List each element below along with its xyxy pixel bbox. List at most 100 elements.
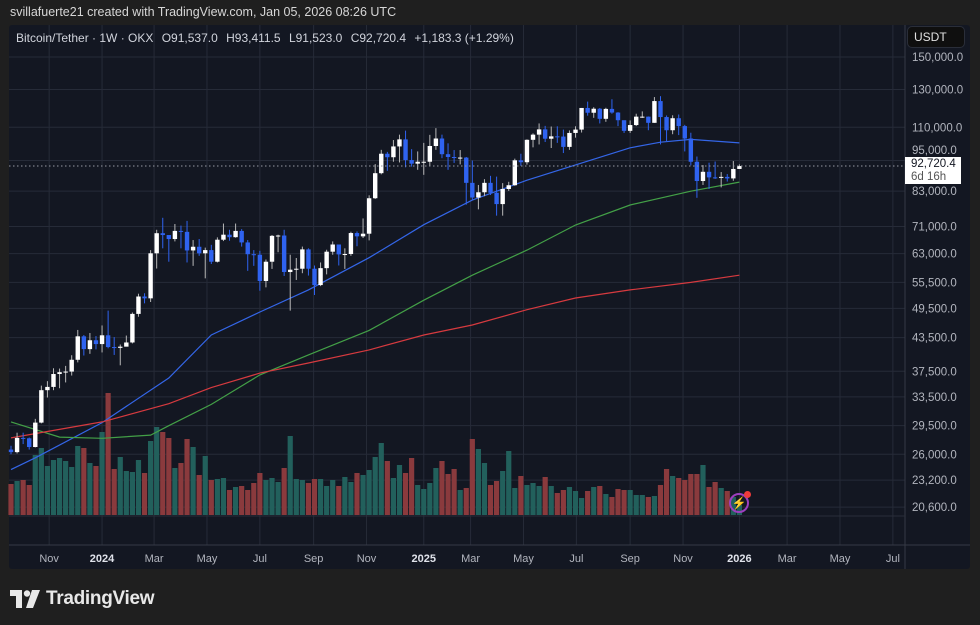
volume-bar — [603, 494, 609, 515]
candle — [312, 265, 317, 295]
volume-bar — [354, 473, 360, 515]
candle-body — [646, 116, 651, 123]
volume-bar — [154, 427, 160, 515]
candle-body — [93, 340, 99, 345]
candle — [664, 115, 669, 142]
candle-body — [366, 198, 372, 234]
volume-bar — [645, 497, 651, 515]
tradingview-logo[interactable]: TradingView — [10, 588, 155, 610]
price-tick-label: 37,500.0 — [912, 366, 957, 378]
volume-bar — [93, 466, 99, 515]
notification-dot — [744, 491, 751, 498]
symbol-label[interactable]: Bitcoin/Tether · 1W · OKX — [16, 31, 154, 45]
candle — [731, 161, 736, 181]
volume-bar — [384, 461, 390, 515]
candle — [221, 223, 226, 242]
candle — [269, 235, 275, 269]
price-tick-label: 71,000.0 — [912, 222, 957, 234]
price-tick-label: 63,000.0 — [912, 249, 957, 261]
volume-bar — [63, 461, 69, 515]
candle — [640, 111, 645, 118]
candle-body — [457, 157, 463, 159]
volume-bar — [257, 473, 263, 515]
candle — [196, 239, 202, 256]
candle — [403, 130, 408, 168]
candle — [524, 139, 530, 165]
volume-bar — [56, 458, 63, 515]
volume-bar — [663, 469, 670, 515]
volume-bar — [712, 482, 718, 515]
candle-body — [172, 230, 178, 240]
candle — [51, 368, 56, 391]
candle — [124, 335, 129, 347]
time-tick-label: Mar — [778, 553, 797, 565]
high-value: H93,411.5 — [226, 31, 281, 45]
candle — [518, 153, 524, 166]
time-tick-label: Nov — [39, 553, 59, 565]
candle-body — [549, 136, 554, 139]
candle-body — [421, 161, 426, 163]
currency-button[interactable]: USDT — [907, 26, 965, 48]
candle — [57, 368, 62, 389]
volume-bar — [287, 436, 293, 515]
volume-bar — [572, 491, 579, 515]
candle-body — [555, 136, 560, 138]
volume-bar — [117, 457, 123, 515]
volume-bar — [615, 489, 621, 515]
candle-body — [488, 182, 493, 193]
candle-body — [500, 188, 505, 205]
candle — [348, 231, 354, 256]
volume-bar — [214, 479, 220, 515]
volume-bar — [372, 457, 378, 515]
candle-body — [682, 126, 687, 139]
volume-bar — [463, 488, 469, 515]
candle-body — [63, 371, 68, 373]
volume-bar — [275, 482, 281, 515]
volume-bar — [445, 474, 451, 515]
candle — [706, 162, 712, 189]
candle — [93, 336, 99, 350]
volume-bar — [390, 478, 397, 515]
volume-bar — [421, 489, 427, 515]
volume-bar — [226, 490, 233, 515]
candle — [166, 235, 172, 262]
volume-bar — [609, 497, 615, 515]
volume-bar — [585, 491, 591, 515]
volume-bar — [566, 487, 573, 515]
lightning-icon[interactable]: ⚡ — [729, 491, 751, 513]
candle-body — [591, 108, 596, 113]
candle — [233, 223, 238, 238]
candle — [676, 114, 681, 136]
candle-body — [51, 374, 56, 387]
moving-average-green — [10, 181, 740, 439]
candle-body — [275, 235, 281, 237]
candle — [712, 161, 718, 179]
candle-body — [427, 145, 433, 162]
volume-bar — [670, 476, 676, 515]
volume-bar — [481, 463, 488, 515]
candle — [682, 124, 687, 152]
candle-body — [585, 107, 590, 113]
volume-bar — [718, 488, 724, 515]
candle — [561, 129, 566, 154]
candle — [652, 97, 657, 123]
candle-body — [342, 254, 348, 256]
volume-bar — [111, 469, 117, 515]
candle — [694, 156, 700, 198]
price-tick-label: 20,600.0 — [912, 502, 957, 514]
candle — [373, 164, 378, 199]
candle-body — [142, 296, 147, 299]
candle-body — [725, 176, 730, 179]
candle — [609, 99, 615, 114]
candle-body — [318, 268, 323, 286]
candle — [203, 247, 208, 279]
volume-bar — [639, 495, 645, 515]
volume-bar — [348, 482, 354, 515]
time-tick-label: Nov — [357, 553, 377, 565]
volume-bar — [69, 467, 75, 515]
candle — [178, 225, 184, 249]
candle-body — [288, 269, 293, 273]
candle-body — [652, 101, 657, 123]
candle-body — [561, 136, 566, 147]
